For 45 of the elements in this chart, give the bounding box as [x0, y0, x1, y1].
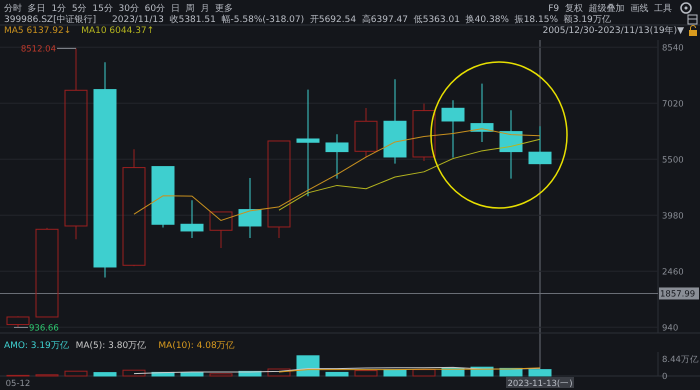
text: MA(10): 4.08万亿: [158, 340, 235, 351]
y-tick-label: 940: [662, 323, 678, 334]
bar: [180, 372, 204, 376]
bar: [412, 369, 436, 376]
text: F9 复权 超级叠加 画线 工具: [548, 3, 672, 14]
bar: [64, 370, 88, 376]
text: MA(5): 3.80万亿: [76, 340, 146, 351]
y-tick-label: 2460: [662, 267, 684, 278]
text: AMO: 3.19万亿: [4, 340, 69, 351]
candlestick: [64, 48, 88, 240]
candlestick: [384, 78, 406, 164]
candlestick: [238, 177, 262, 238]
y-tick-label: 0: [662, 372, 668, 382]
chart-subtitle: 2023/11/13 收5381.51 幅-5.58%(-318.07) 开5692.54 高6397.47 低5363.01 换40.38% 振18.15% 额3.19万亿: [112, 14, 611, 25]
chart-title: 399986.SZ[中证银行]: [4, 14, 96, 25]
bar: [122, 370, 146, 376]
y-tick-label: 8540: [662, 43, 684, 54]
y-tick-label: 8.44万亿: [662, 354, 699, 366]
bar: [354, 370, 378, 376]
y-tick-label: 7020: [662, 99, 684, 110]
candlestick: [180, 200, 204, 238]
text: MA5 6137.92↓: [4, 26, 72, 36]
ref-line-label: 1857.99: [660, 289, 696, 300]
text: 分时 多日 1分 5分 15分 30分 60分 日 周 月 更多: [4, 3, 234, 14]
bar: [296, 355, 320, 376]
candlestick: [470, 83, 494, 142]
y-tick-label: 3980: [662, 211, 684, 222]
line-series: [134, 366, 540, 374]
candlestick: [326, 134, 348, 180]
candlestick: [94, 62, 116, 278]
x-tick-label: 2023-11-13(一): [507, 378, 573, 389]
text: MA10 6044.37↑: [81, 26, 154, 36]
bar: [528, 369, 552, 376]
bar: [268, 368, 290, 376]
bar: [210, 373, 232, 376]
bar: [94, 372, 116, 376]
annotation: 8512.04: [20, 44, 56, 54]
y-tick-label: 5500: [662, 155, 684, 166]
text: 2005/12/30-2023/11/13(19年)▼: [542, 25, 684, 36]
annotation: 936.66: [29, 323, 59, 334]
candlestick: [500, 110, 522, 180]
bar: [326, 372, 348, 376]
candlestick: [296, 89, 320, 197]
x-tick-label: 05-12: [6, 378, 30, 389]
candlestick: [442, 100, 464, 158]
